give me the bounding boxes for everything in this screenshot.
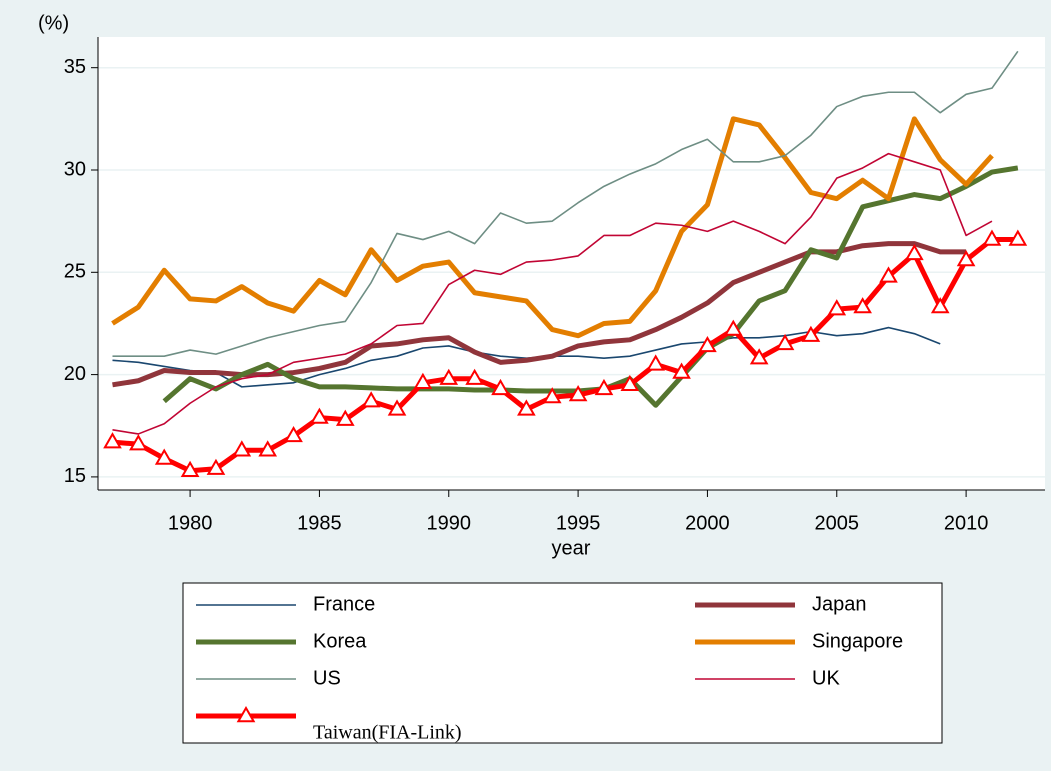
marker [103, 432, 122, 449]
legend-marker [236, 705, 256, 723]
marker [646, 354, 666, 371]
marker [465, 368, 484, 385]
marker [905, 243, 924, 261]
plot-area [98, 37, 1045, 490]
line [112, 152, 993, 435]
marker [723, 319, 743, 336]
x-tick-label: 2000 [685, 512, 730, 534]
x-tick-label: 1995 [556, 512, 601, 534]
legend-label: UK [812, 667, 840, 689]
marker [672, 362, 691, 379]
legend-label: US [313, 667, 341, 689]
marker [749, 348, 769, 365]
y-tick-label: 30 [64, 158, 86, 180]
legend-label: France [313, 593, 375, 615]
y-tick-label: 20 [64, 363, 86, 385]
marker [982, 229, 1002, 246]
marker [1008, 229, 1028, 246]
marker [232, 440, 252, 457]
marker [154, 448, 174, 465]
marker [180, 460, 200, 477]
marker [698, 335, 717, 353]
marker [361, 391, 381, 408]
marker [801, 325, 821, 342]
legend-label: Singapore [812, 630, 903, 652]
x-tick-label: 2005 [815, 512, 860, 534]
marker [517, 399, 536, 416]
marker [129, 434, 148, 451]
marker [827, 299, 847, 316]
marker [879, 266, 898, 283]
x-tick-label: 1990 [427, 512, 472, 534]
legend [182, 582, 943, 744]
x-tick-label: 2010 [944, 512, 989, 534]
marker [258, 440, 278, 457]
marker [568, 385, 588, 402]
line [112, 50, 1019, 357]
marker [310, 407, 329, 424]
legend-label: Korea [313, 630, 367, 652]
marker [335, 409, 355, 426]
marker [542, 387, 562, 404]
marker [439, 368, 459, 385]
x-tick-label: 1985 [297, 512, 342, 534]
marker [387, 399, 407, 416]
legend-label: Japan [812, 593, 867, 615]
y-axis-title: (%) [38, 12, 69, 34]
marker [620, 374, 640, 392]
marker [775, 333, 795, 351]
legend-label: Taiwan(FIA-Link) [313, 722, 462, 744]
x-tick-label: 1980 [168, 512, 213, 534]
marker [930, 297, 950, 314]
marker [853, 297, 872, 314]
marker [491, 378, 510, 396]
y-tick-label: 15 [64, 465, 86, 487]
marker [594, 378, 614, 396]
line [111, 116, 994, 339]
marker [956, 250, 976, 267]
marker [206, 458, 226, 475]
y-tick-label: 25 [64, 261, 86, 283]
marker [413, 372, 433, 389]
y-tick-label: 35 [64, 56, 86, 78]
x-axis-title: year [552, 537, 591, 559]
marker [284, 425, 303, 443]
